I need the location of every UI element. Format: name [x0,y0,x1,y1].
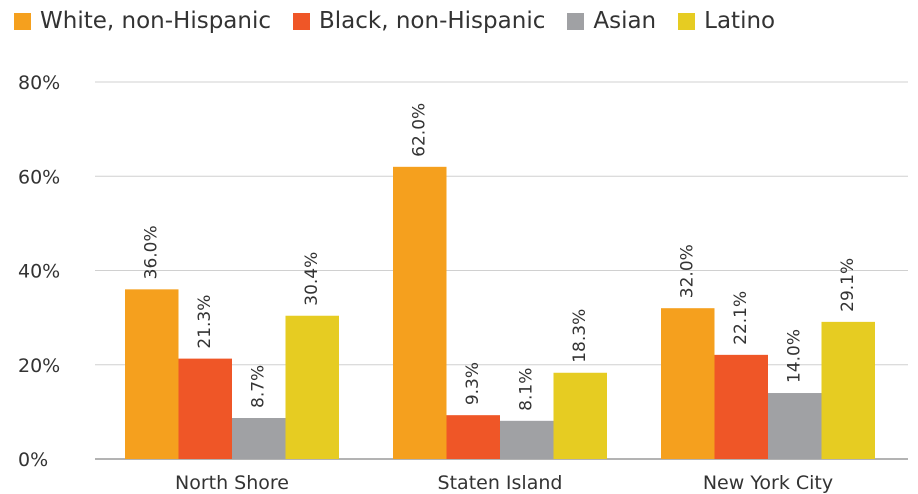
legend-swatch [293,12,310,30]
data-label: 29.1% [838,258,858,312]
legend-swatch [14,12,31,30]
legend-swatch [678,12,696,30]
bar [178,358,232,459]
data-label: 21.3% [195,295,215,349]
legend-label: Asian [593,8,657,34]
y-tick-label: 60% [18,166,60,188]
legend-swatch [567,12,585,30]
data-label: 18.3% [570,309,590,363]
y-tick-label: 20% [18,355,60,377]
data-label: 30.4% [302,252,322,306]
bar [768,393,822,459]
data-label: 8.1% [517,368,537,411]
legend-label: Latino [704,8,776,34]
y-tick-label: 40% [18,261,60,283]
y-tick-label: 0% [18,449,48,471]
data-label: 62.0% [410,103,430,157]
x-tick-label: New York City [703,472,833,494]
legend-item-2: Asian [567,8,656,34]
data-label: 36.0% [142,225,162,279]
bar [446,415,500,459]
data-label: 32.0% [678,244,698,298]
x-tick-label: North Shore [175,472,289,494]
data-label: 14.0% [785,329,805,383]
bar [125,289,179,459]
legend-label: White, non-Hispanic [40,8,271,34]
bar [553,372,607,459]
bar [714,354,768,459]
legend-item-3: Latino [678,8,775,34]
legend-item-1: Black, non-Hispanic [293,8,545,34]
data-label: 8.7% [249,365,269,408]
legend-item-0: White, non-Hispanic [14,8,271,34]
legend-label: Black, non-Hispanic [319,8,546,34]
legend: White, non-Hispanic Black, non-Hispanic As… [14,4,797,38]
bar [393,166,447,459]
y-tick-label: 80% [18,72,60,94]
bar [661,308,715,459]
bar [500,420,554,459]
bar [821,321,875,459]
bar [232,418,286,459]
data-label: 9.3% [463,362,483,405]
x-tick-label: Staten Island [438,472,563,494]
bar [285,315,339,459]
data-label: 22.1% [731,291,751,345]
